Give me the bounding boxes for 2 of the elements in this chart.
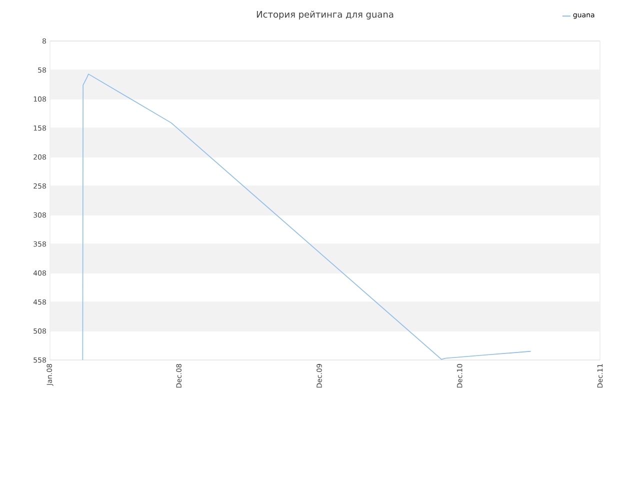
line-series [82, 74, 532, 360]
chart-title: История рейтинга для guana [256, 10, 394, 20]
